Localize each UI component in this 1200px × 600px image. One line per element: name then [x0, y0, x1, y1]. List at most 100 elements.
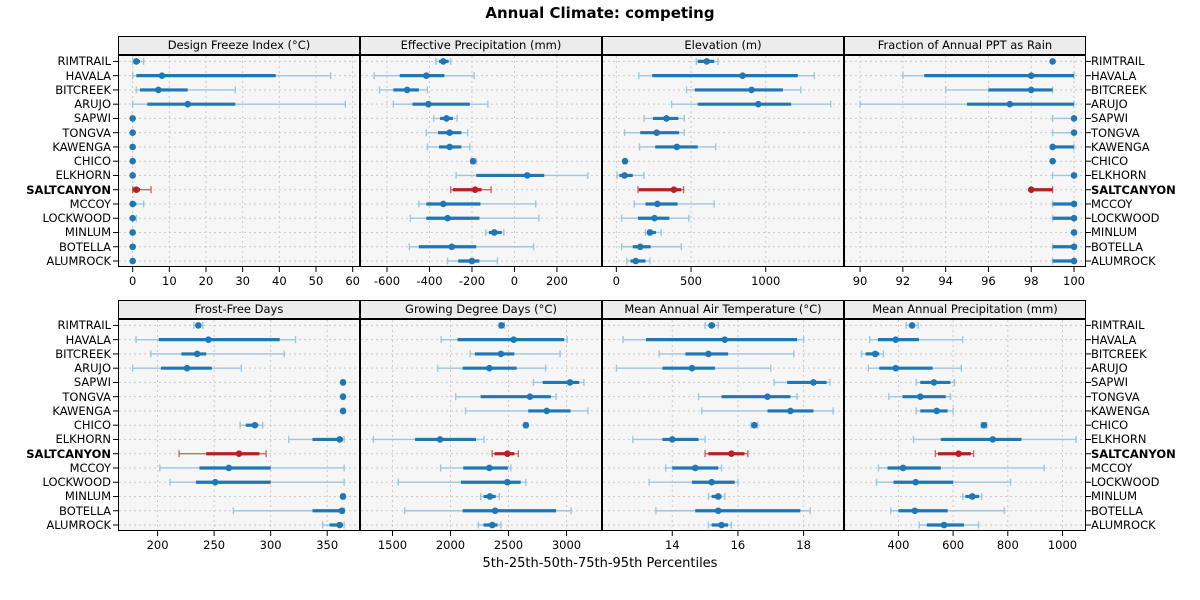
panel-border: [602, 319, 844, 531]
median-dot: [1006, 100, 1014, 108]
median-dot: [930, 379, 938, 386]
median-dot: [871, 350, 879, 358]
panel-border: [602, 55, 844, 267]
panel-border: [844, 55, 1086, 267]
axis-tick-label: 100: [1063, 274, 1085, 288]
site-label: SAPWI: [73, 375, 111, 390]
median-dot: [1070, 214, 1078, 222]
median-dot: [1070, 229, 1078, 236]
axis-tick-label: 98: [1024, 274, 1039, 288]
median-dot: [129, 115, 136, 122]
site-label: BITCREEK: [55, 82, 111, 97]
axis-tick-label: 94: [938, 274, 953, 288]
median-dot: [670, 186, 678, 194]
median-dot: [810, 379, 817, 386]
median-dot: [621, 172, 628, 179]
median-dot: [339, 393, 347, 400]
site-label: MINLUM: [1091, 489, 1138, 504]
panel-frost-free-days: 200 250 300 350: [113, 319, 360, 552]
median-dot: [787, 407, 794, 415]
median-dot: [721, 336, 729, 343]
median-dot: [1070, 172, 1078, 179]
strip-fraction-ppt-rain: Fraction of Annual PPT as Rain: [844, 36, 1086, 55]
panel-design-freeze-index: 0 10 20 30 40 50 60: [113, 55, 360, 288]
axis-tick-label: 96: [981, 274, 996, 288]
median-dot: [1070, 243, 1078, 251]
strip-growing-degree-days: Growing Degree Days (°C): [360, 300, 602, 319]
axis-tick-label: 16: [731, 538, 746, 552]
median-dot: [714, 507, 722, 515]
median-dot: [133, 186, 140, 194]
median-dot: [504, 450, 511, 458]
site-label: TONGVA: [62, 125, 111, 140]
median-dot: [486, 464, 493, 472]
median-dot: [1027, 86, 1035, 94]
axis-tick-label: -400: [416, 274, 442, 288]
panel-border: [118, 55, 360, 267]
site-label: SALTCANYON: [26, 182, 111, 197]
median-dot: [193, 350, 201, 358]
median-dot: [908, 322, 916, 329]
median-dot: [1027, 186, 1035, 194]
figure-title: Annual Climate: competing: [485, 4, 715, 22]
median-dot: [754, 100, 762, 108]
median-dot: [443, 115, 450, 122]
site-label: HAVALA: [1091, 68, 1137, 83]
site-label: MINLUM: [64, 489, 111, 504]
median-dot: [916, 393, 924, 400]
median-dot: [469, 157, 477, 165]
median-dot: [336, 521, 343, 529]
median-dot: [708, 478, 715, 486]
median-dot: [543, 407, 551, 415]
site-label: MINLUM: [1091, 225, 1138, 240]
median-dot: [892, 336, 899, 343]
median-dot: [748, 86, 755, 94]
axis-tick-label: 200: [147, 538, 169, 552]
axis-tick-label: 1000: [1048, 538, 1077, 552]
median-dot: [1070, 115, 1078, 122]
strip-mean-annual-precipitation: Mean Annual Precipitation (mm): [844, 300, 1086, 319]
median-dot: [510, 336, 518, 343]
axis-tick-label: 2500: [494, 538, 523, 552]
median-dot: [968, 493, 976, 500]
site-label: MCCOY: [69, 460, 111, 475]
median-dot: [194, 322, 202, 329]
median-dot: [522, 421, 530, 429]
median-dot: [211, 478, 219, 486]
site-labels-bottom-right: RIMTRAIL HAVALA BITCREEK ARUJO SAPWI TONGVA KA…: [1088, 318, 1198, 532]
median-dot: [486, 493, 494, 500]
axis-tick-label: -600: [374, 274, 400, 288]
strip-design-freeze-index: Design Freeze Index (°C): [118, 36, 360, 55]
median-dot: [714, 493, 722, 500]
strip-mean-annual-air-temperature: Mean Annual Air Temperature (°C): [602, 300, 844, 319]
panel-mean-annual-precipitation: 400 600 800 1000: [844, 319, 1091, 552]
median-dot: [251, 421, 259, 429]
median-dot: [488, 521, 496, 529]
median-dot: [129, 172, 136, 179]
median-dot: [651, 214, 658, 222]
median-dot: [339, 407, 347, 415]
site-label: ALUMROCK: [1091, 254, 1156, 268]
site-label: SALTCANYON: [26, 446, 111, 461]
site-label: CHICO: [73, 418, 111, 433]
median-dot: [980, 421, 988, 429]
axis-tick-label: 1000: [751, 274, 780, 288]
axis-tick-label: 300: [260, 538, 282, 552]
site-label: ARUJO: [74, 97, 111, 112]
median-dot: [621, 157, 629, 165]
median-dot: [129, 214, 136, 222]
median-dot: [471, 186, 479, 194]
median-dot: [705, 350, 712, 358]
median-dot: [129, 257, 136, 265]
median-dot: [338, 507, 346, 515]
median-dot: [636, 243, 644, 251]
median-dot: [632, 257, 640, 265]
site-label: TONGVA: [62, 389, 111, 404]
site-label: MINLUM: [64, 225, 111, 240]
site-label: ELKHORN: [1091, 432, 1147, 447]
median-dot: [490, 229, 498, 236]
median-dot: [1070, 200, 1078, 208]
strip-frost-free-days: Frost-Free Days: [118, 300, 360, 319]
median-dot: [751, 421, 758, 429]
